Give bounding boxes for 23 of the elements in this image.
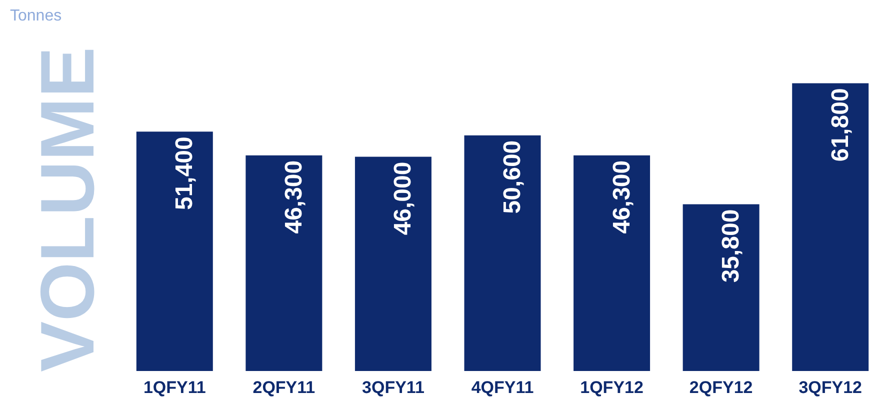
- data-label: 61,800: [826, 88, 854, 162]
- data-label: 46,300: [608, 160, 636, 234]
- text: Tonnes: [10, 8, 62, 24]
- x-tick-label: 2QFY11: [252, 378, 316, 397]
- x-tick-label: 1QFY11: [143, 378, 206, 397]
- x-tick-label: 2QFY12: [689, 378, 753, 397]
- x-tick-label: 3QFY12: [798, 378, 862, 397]
- bar: [136, 132, 213, 371]
- data-label: 50,600: [499, 140, 526, 214]
- x-tick-label: 1QFY12: [580, 378, 644, 397]
- data-label: 51,400: [171, 136, 198, 210]
- bar: [354, 156, 432, 371]
- x-tick-label: 3QFY11: [362, 378, 424, 397]
- bar: [464, 135, 541, 371]
- data-label: 35,800: [718, 209, 745, 283]
- bar: [246, 155, 322, 371]
- x-tick-label: 4QFY11: [471, 378, 534, 397]
- data-label: 46,300: [280, 160, 308, 234]
- bar: [574, 155, 650, 371]
- bar: [792, 83, 869, 371]
- data-label: 46,000: [390, 162, 417, 236]
- bar: [682, 204, 760, 371]
- y-axis-title: VOLUME: [26, 46, 110, 372]
